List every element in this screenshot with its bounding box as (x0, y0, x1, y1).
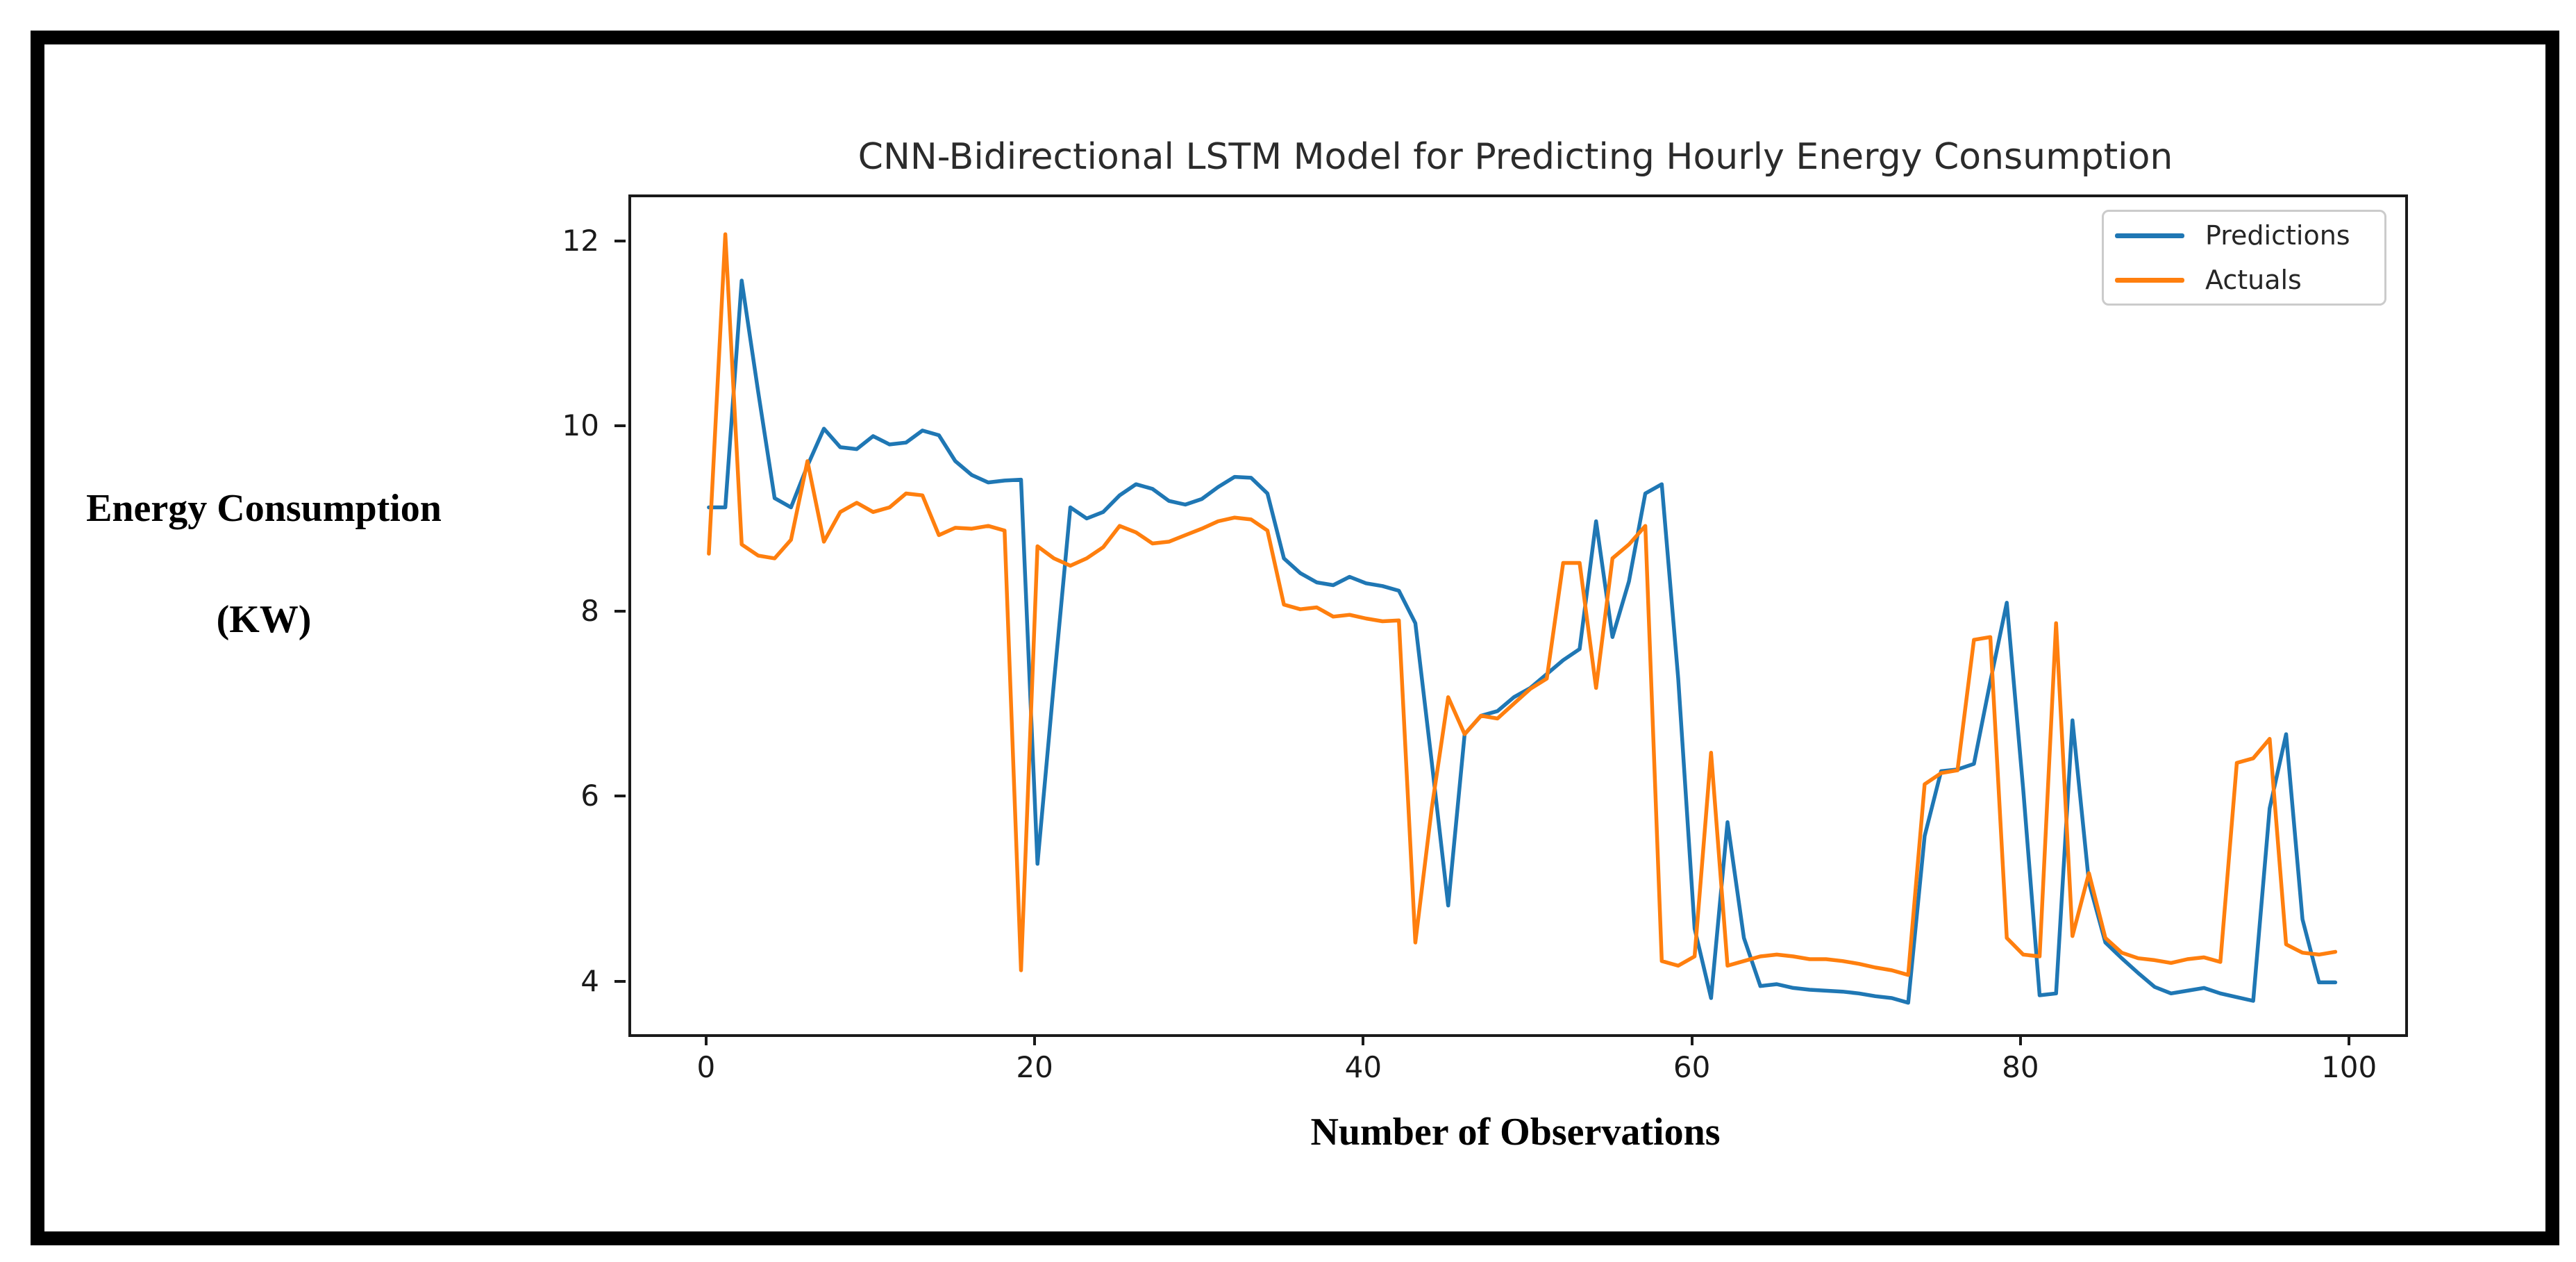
x-tick-mark (1690, 1034, 1693, 1045)
x-tick-mark (1362, 1034, 1365, 1045)
x-tick-label: 40 (1344, 1050, 1382, 1084)
x-tick-mark (2018, 1034, 2022, 1045)
x-tick-label: 80 (2002, 1050, 2039, 1084)
x-tick-mark (1033, 1034, 1037, 1045)
y-tick-label: 10 (562, 408, 599, 443)
x-tick-label: 20 (1016, 1050, 1053, 1084)
legend-entry-actuals: Actuals (2104, 263, 2384, 297)
predictions-line-swatch (2115, 233, 2184, 238)
legend-label-actuals: Actuals (2205, 265, 2302, 295)
legend-entry-predictions: Predictions (2104, 219, 2384, 252)
y-tick-mark (614, 424, 626, 428)
predictions-line (707, 279, 2338, 1005)
legend-label-predictions: Predictions (2205, 220, 2350, 251)
y-axis-label-line1: Energy Consumption (86, 487, 442, 530)
x-tick-label: 60 (1673, 1050, 1711, 1084)
actuals-line (707, 232, 2338, 977)
y-tick-mark (614, 980, 626, 983)
y-tick-label: 4 (580, 964, 599, 999)
line-chart-canvas (707, 232, 2338, 1005)
y-tick-label: 8 (580, 593, 599, 628)
plot-area (628, 194, 2408, 1037)
y-tick-mark (614, 609, 626, 613)
x-tick-label: 100 (2321, 1050, 2377, 1084)
x-tick-label: 0 (696, 1050, 716, 1084)
y-tick-label: 12 (562, 223, 599, 258)
y-axis-label-line2: (KW) (216, 598, 312, 641)
x-tick-mark (2348, 1034, 2351, 1045)
x-tick-mark (704, 1034, 708, 1045)
y-tick-mark (614, 239, 626, 242)
actuals-line-swatch (2115, 278, 2184, 283)
legend-box: Predictions Actuals (2102, 210, 2386, 306)
chart-title: CNN-Bidirectional LSTM Model for Predict… (858, 136, 2173, 178)
y-tick-label: 6 (580, 779, 599, 813)
x-axis-label: Number of Observations (1310, 1111, 1721, 1154)
y-tick-mark (614, 795, 626, 798)
